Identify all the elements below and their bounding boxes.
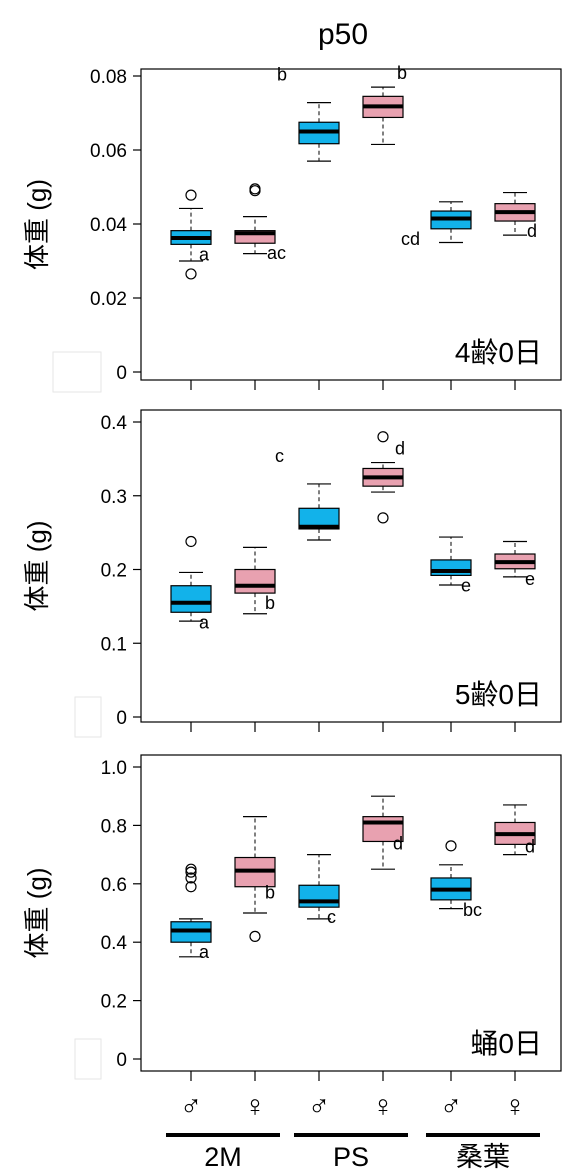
significance-letter: a: [199, 942, 210, 962]
outlier-point: [445, 840, 457, 852]
y-tick-label: 0.1: [101, 634, 127, 655]
female-symbol-label: ♀: [372, 1090, 395, 1123]
y-tick-label: 0.2: [101, 992, 127, 1013]
y-tick-label: 0.6: [101, 875, 127, 896]
significance-letter: c: [275, 446, 284, 466]
panel-stage-label: 5齢0日: [455, 679, 542, 710]
y-tick-label: 0.4: [101, 933, 128, 954]
significance-letter: d: [527, 221, 537, 241]
y-axis-label: 体重 (g): [22, 179, 52, 270]
outlier-point: [185, 268, 197, 280]
box-3: c: [275, 446, 340, 541]
male-symbol-label: ♂: [308, 1090, 331, 1123]
outlier-point: [377, 431, 389, 443]
significance-letter: a: [199, 612, 210, 632]
box-3: c: [298, 853, 340, 927]
outlier-point: [185, 189, 197, 201]
box-2: b: [234, 816, 276, 942]
box-1: a: [170, 535, 212, 632]
plot-frame: [140, 409, 562, 723]
outlier-point: [185, 535, 197, 548]
y-tick-label: 0.02: [90, 289, 127, 310]
significance-letter: cd: [401, 229, 420, 249]
chart-title: p50: [318, 18, 368, 51]
significance-letter: ac: [267, 243, 286, 263]
female-symbol-label: ♀: [244, 1090, 267, 1123]
box-5: e: [430, 536, 472, 595]
significance-letter: b: [265, 593, 275, 613]
y-tick-label: 0.04: [90, 215, 127, 236]
outlier-point: [249, 185, 261, 197]
y-tick-label: 1.0: [101, 758, 127, 779]
box-body: [298, 884, 340, 908]
y-axis-label: 体重 (g): [22, 867, 52, 958]
box-6: e: [494, 540, 536, 589]
box-5: cd: [401, 201, 472, 249]
box-3: b: [277, 65, 340, 162]
significance-letter: bc: [463, 900, 482, 920]
y-tick-label: 0: [116, 708, 127, 729]
significance-letter: e: [461, 575, 471, 595]
y-tick-label: 0: [116, 1050, 127, 1071]
plot-frame: [140, 754, 562, 1072]
y-tick-label: 0: [116, 363, 127, 384]
significance-letter: b: [277, 65, 287, 85]
box-body: [298, 507, 340, 530]
box-4: d: [362, 795, 404, 870]
significance-letter: d: [525, 836, 535, 856]
box-1: a: [170, 189, 212, 280]
panel-2: 0 0.1 0.2 0.3 0.4 体重 (g) 5齢0日 a b c d e e: [22, 409, 562, 738]
box-4: d: [362, 431, 405, 524]
label-mask: [74, 696, 102, 738]
y-axis-label: 体重 (g): [22, 520, 52, 611]
male-symbol-label: ♂: [180, 1090, 203, 1123]
significance-letter: d: [395, 439, 405, 459]
box-4: b: [362, 63, 407, 146]
group-label: 桑葉: [456, 1142, 510, 1171]
outlier-point: [185, 872, 197, 884]
male-symbol-label: ♂: [440, 1090, 463, 1123]
panel-stage-label: 蛹0日: [470, 1028, 542, 1059]
group-label: PS: [333, 1142, 369, 1171]
label-mask: [52, 351, 102, 393]
label-mask: [74, 1038, 102, 1080]
y-tick-label: 0.2: [101, 561, 127, 582]
outlier-point: [185, 881, 197, 893]
box-body: [170, 585, 212, 613]
x-axis: ♂ ♀ ♂ ♀ ♂ ♀2M PS 桑葉: [166, 1090, 540, 1171]
significance-letter: a: [199, 244, 210, 264]
box-2: ac: [234, 183, 286, 263]
female-symbol-label: ♀: [504, 1090, 527, 1123]
box-5: bc: [430, 840, 482, 920]
y-tick-label: 0.4: [101, 413, 128, 434]
box-body: [234, 568, 276, 594]
panel-stage-label: 4齢0日: [455, 337, 542, 368]
panel-1: 0 0.02 0.04 0.06 0.08 体重 (g) 4齢0日 a ac b b cd d: [22, 63, 562, 393]
significance-letter: c: [327, 907, 336, 927]
plot-frame: [140, 68, 562, 381]
box-1: a: [170, 863, 212, 962]
significance-letter: d: [393, 833, 403, 853]
outlier-point: [185, 866, 197, 878]
outlier-point: [377, 512, 389, 524]
y-tick-label: 0.8: [101, 816, 127, 837]
significance-letter: b: [397, 63, 407, 83]
y-tick-label: 0.3: [101, 487, 127, 508]
y-tick-label: 0.06: [90, 141, 127, 162]
box-2: b: [234, 546, 276, 615]
box-6: d: [494, 191, 537, 241]
group-label: 2M: [204, 1142, 242, 1171]
y-tick-label: 0.08: [90, 67, 127, 88]
box-body: [430, 559, 472, 576]
significance-letter: e: [525, 569, 535, 589]
significance-letter: b: [265, 883, 275, 903]
outlier-point: [249, 930, 261, 942]
box-6: d: [494, 804, 536, 856]
outlier-point: [185, 863, 197, 875]
